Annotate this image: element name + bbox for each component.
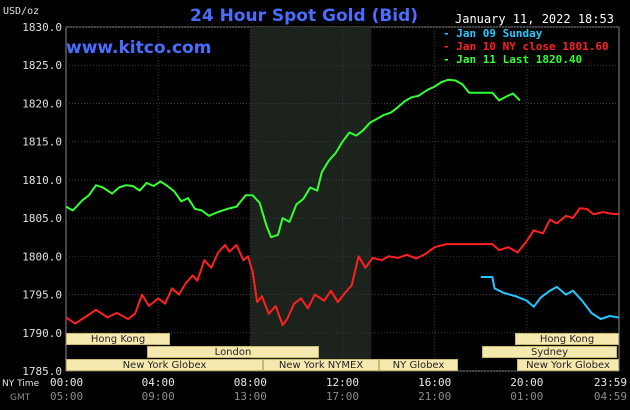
x-tick-gmt: 17:00 [326, 390, 359, 403]
unit-label: USD/oz [3, 6, 40, 17]
x-tick-gmt: 13:00 [234, 390, 267, 403]
x-tick-ny: 16:00 [418, 376, 451, 389]
y-tick-label: 1810.0 [22, 174, 62, 187]
legend-item-jan09: - Jan 09 Sunday [443, 27, 542, 40]
x-tick-ny: 12:00 [326, 376, 359, 389]
session-london: London [147, 346, 319, 358]
y-tick-label: 1805.0 [22, 212, 62, 225]
series-line-2 [65, 78, 521, 239]
legend-label: Jan 09 Sunday [456, 27, 543, 40]
x-tick-ny: 20:00 [510, 376, 543, 389]
gmt-label: GMT [10, 393, 31, 403]
session-ny-globex-2: NY Globex [379, 359, 458, 371]
legend-label: Jan 11 Last 1820.40 [456, 53, 583, 66]
series-line-1 [65, 207, 619, 327]
y-tick-label: 1785.0 [22, 365, 62, 378]
session-ny-nymex: New York NYMEX [263, 359, 379, 371]
timestamp: January 11, 2022 18:53 [455, 12, 614, 26]
x-tick-gmt: 05:00 [50, 390, 83, 403]
y-tick-label: 1825.0 [22, 59, 62, 72]
legend-item-jan11: - Jan 11 Last 1820.40 [443, 53, 582, 66]
session-hong-kong-2: Hong Kong [515, 333, 619, 345]
session-hong-kong: Hong Kong [66, 333, 170, 345]
y-tick-label: 1795.0 [22, 289, 62, 302]
x-tick-ny: 00:00 [50, 376, 83, 389]
legend-dash: - [443, 27, 450, 40]
session-ny-globex: New York Globex [66, 359, 263, 371]
x-tick-ny: 04:00 [142, 376, 175, 389]
y-tick-label: 1815.0 [22, 136, 62, 149]
legend-dash: - [443, 53, 450, 66]
y-tick-label: 1820.0 [22, 97, 62, 110]
x-tick-gmt: 04:59 [594, 390, 627, 403]
y-tick-label: 1800.0 [22, 250, 62, 263]
chart-title: 24 Hour Spot Gold (Bid) [190, 6, 419, 26]
y-tick-label: 1830.0 [22, 21, 62, 34]
ny-time-label: NY Time [2, 379, 40, 389]
session-ny-globex-3: New York Globex [517, 359, 619, 371]
x-tick-ny: 23:59 [594, 376, 627, 389]
x-tick-gmt: 01:00 [510, 390, 543, 403]
series-line-0 [480, 276, 619, 320]
market-hours-band [250, 27, 372, 371]
watermark-link[interactable]: www.kitco.com [66, 38, 212, 58]
x-tick-ny: 08:00 [234, 376, 267, 389]
legend-item-jan10: - Jan 10 NY close 1801.60 [443, 40, 609, 53]
x-tick-gmt: 09:00 [142, 390, 175, 403]
legend-dash: - [443, 40, 450, 53]
x-tick-gmt: 21:00 [418, 390, 451, 403]
y-tick-label: 1790.0 [22, 327, 62, 340]
session-sydney: Sydney [482, 346, 617, 358]
legend-label: Jan 10 NY close 1801.60 [456, 40, 609, 53]
